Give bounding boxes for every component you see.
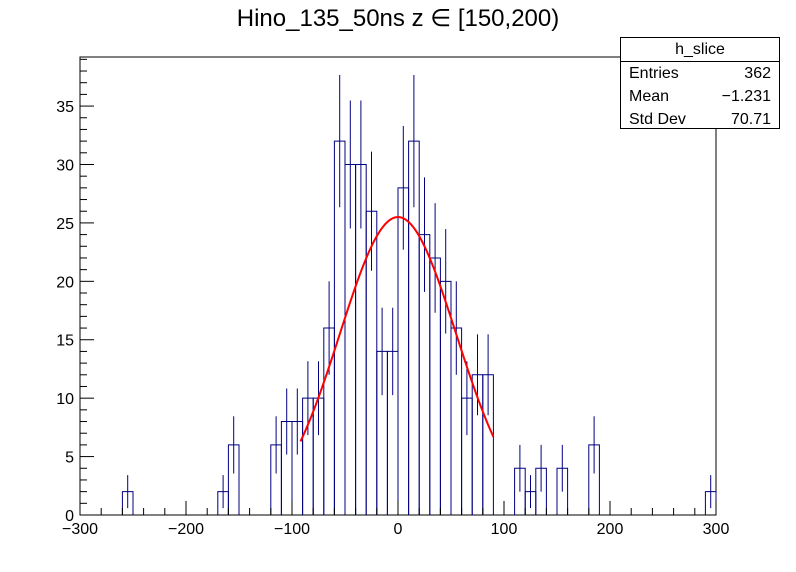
y-tick-label: 0 bbox=[65, 508, 74, 525]
stats-box: h_slice Entries 362 Mean −1.231 Std Dev … bbox=[620, 37, 780, 129]
chart-title: Hino_135_50ns z ∈ [150,200) bbox=[236, 5, 560, 32]
stats-stddev-row: Std Dev 70.71 bbox=[621, 108, 779, 131]
gaussian-fit-line bbox=[299, 216, 495, 442]
x-tick-label: −300 bbox=[62, 521, 98, 538]
stats-entries-value: 362 bbox=[744, 65, 771, 82]
y-tick-label: 15 bbox=[56, 333, 74, 350]
fit-curve bbox=[299, 216, 495, 442]
x-tick-label: −200 bbox=[168, 521, 204, 538]
stats-box-title: h_slice bbox=[621, 38, 779, 62]
x-tick-label: 100 bbox=[491, 521, 518, 538]
stats-entries-row: Entries 362 bbox=[621, 62, 779, 85]
y-tick-label: 25 bbox=[56, 216, 74, 233]
y-tick-label: 10 bbox=[56, 391, 74, 408]
y-tick-label: 20 bbox=[56, 274, 74, 291]
stats-stddev-value: 70.71 bbox=[730, 111, 771, 128]
x-axis: −300 −200 −100 0 100 200 300 bbox=[62, 501, 729, 538]
y-tick-label: 5 bbox=[65, 450, 74, 467]
stats-entries-label: Entries bbox=[629, 65, 679, 82]
x-tick-label: 300 bbox=[703, 521, 730, 538]
x-tick-label: −100 bbox=[274, 521, 310, 538]
x-tick-label: 0 bbox=[394, 521, 403, 538]
error-bars bbox=[127, 75, 712, 509]
x-tick-label: 200 bbox=[597, 521, 624, 538]
stats-mean-value: −1.231 bbox=[721, 88, 771, 105]
stats-mean-row: Mean −1.231 bbox=[621, 85, 779, 108]
y-axis: 0 5 10 15 20 25 30 35 bbox=[56, 58, 94, 525]
histogram-bars bbox=[121, 140, 717, 515]
y-tick-label: 30 bbox=[56, 157, 74, 174]
y-tick-label: 35 bbox=[56, 99, 74, 116]
stats-mean-label: Mean bbox=[629, 88, 670, 105]
stats-stddev-label: Std Dev bbox=[629, 111, 686, 128]
